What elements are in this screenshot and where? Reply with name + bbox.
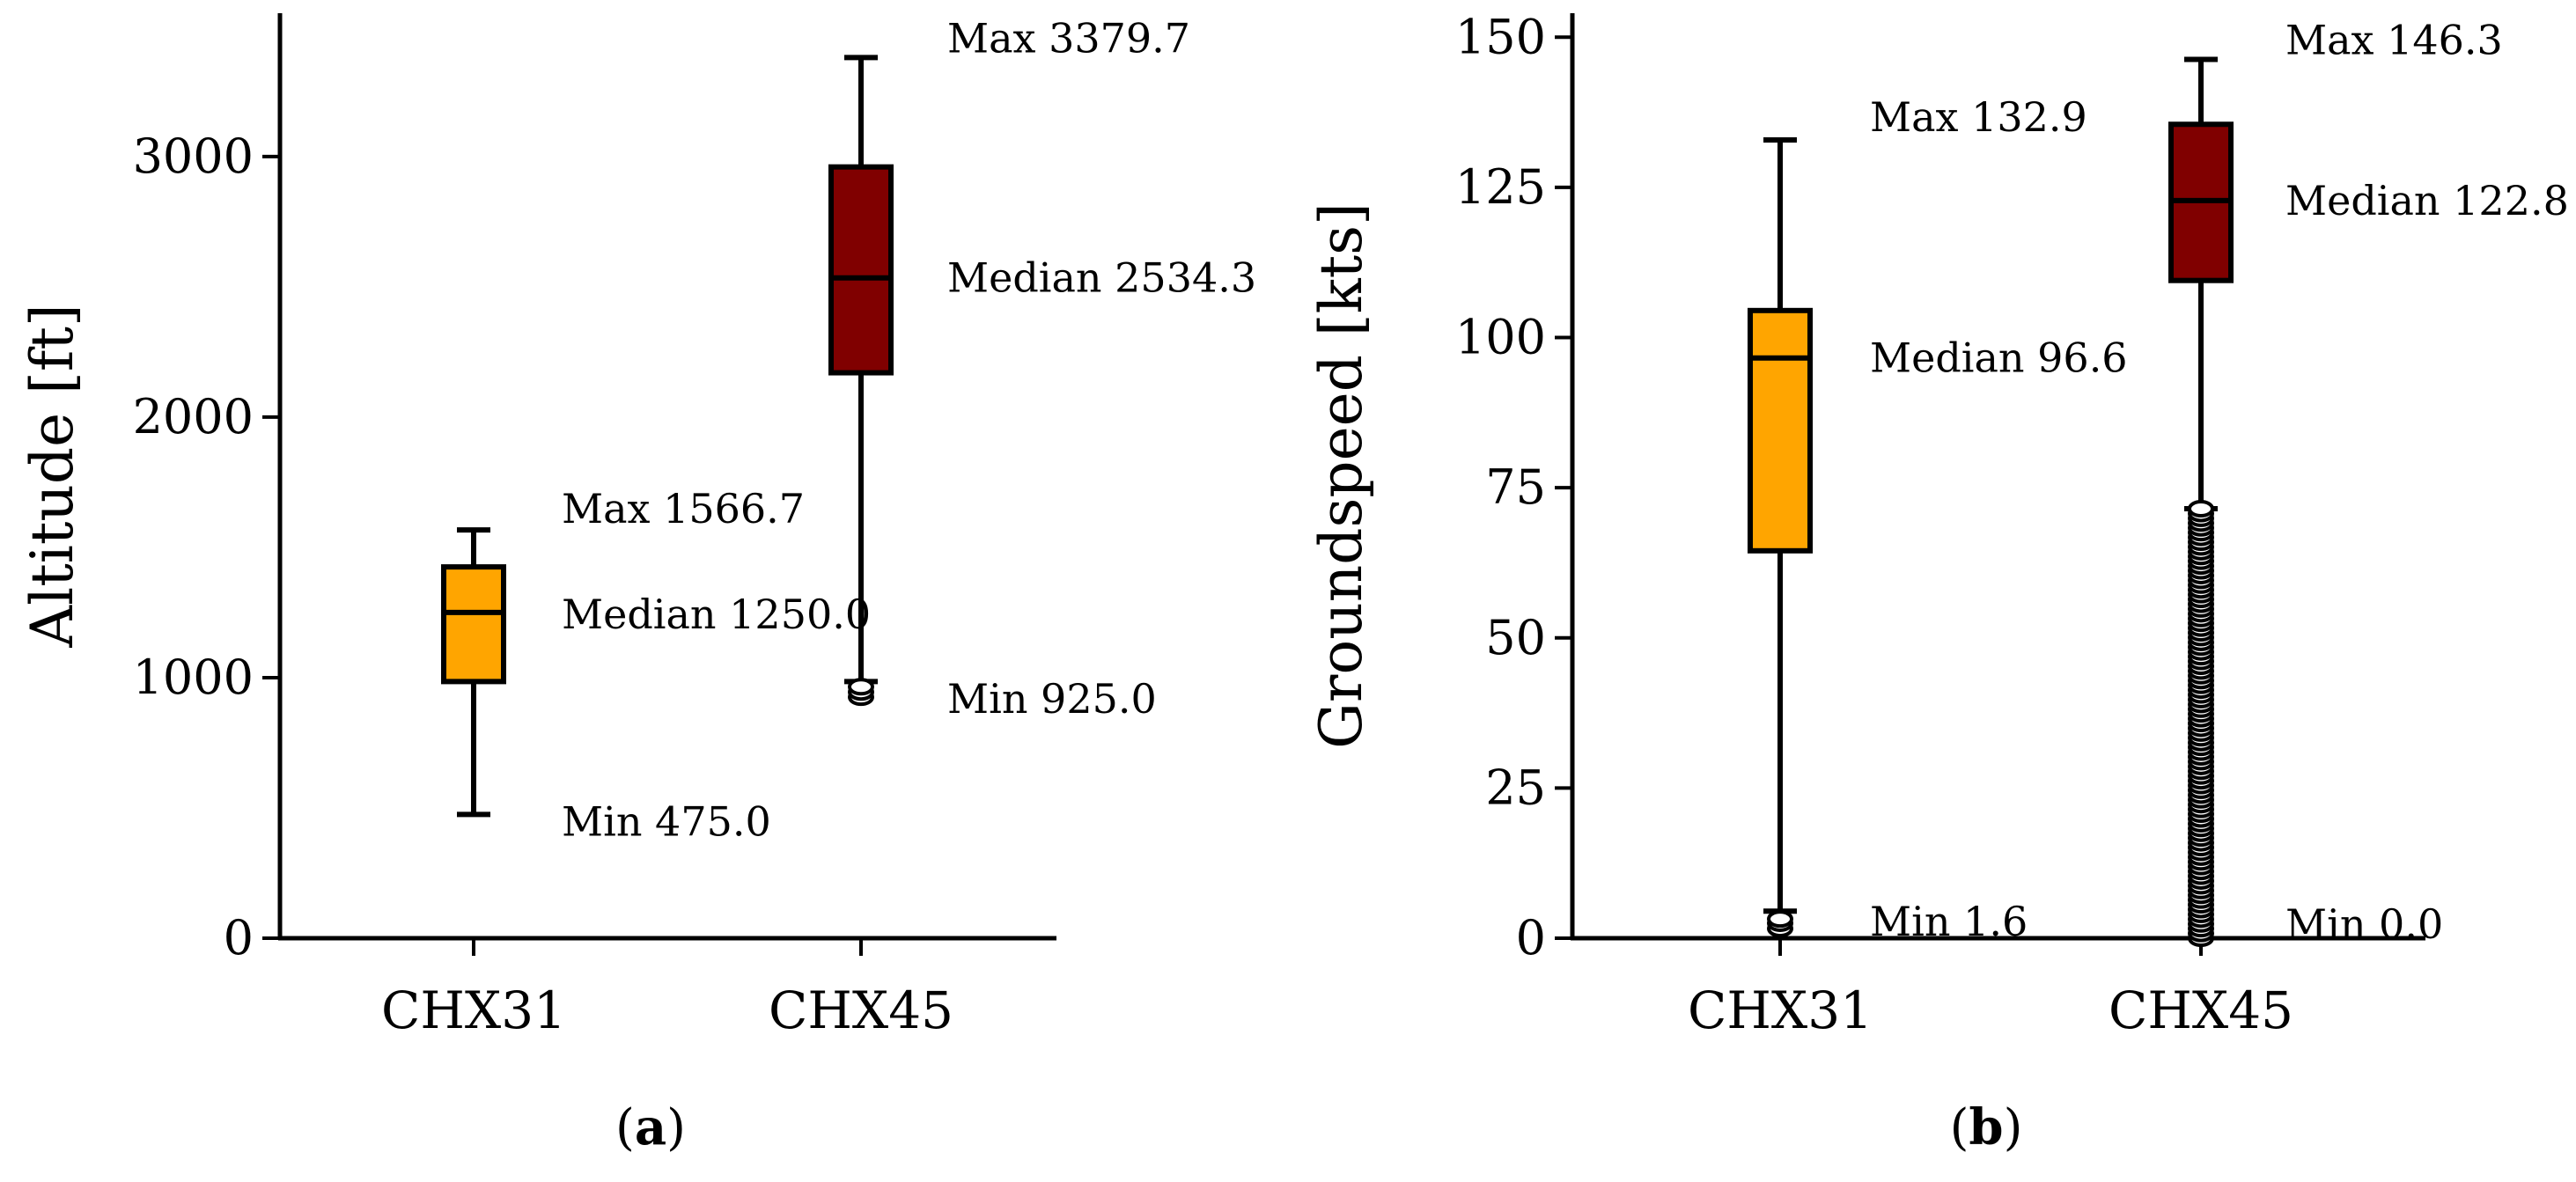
box-iqr [1748,307,1813,554]
box-iqr [828,164,894,376]
y-tick-label: 150 [1455,9,1546,64]
outlier-point [1767,910,1793,929]
y-tick-label: 2000 [133,389,254,444]
annotation-label: Min 0.0 [2285,900,2443,948]
y-tick-label: 1000 [133,650,254,705]
outlier-point [848,678,874,696]
y-tick-label: 75 [1485,459,1546,515]
y-tick-label: 25 [1485,760,1546,815]
annotation-label: Max 132.9 [1870,93,2087,141]
box-chx31: CHX31 Max 1566.7 Median 1250.0 Min 475.0 [381,485,871,1040]
x-tick-label: CHX45 [769,980,953,1040]
annotation-label: Max 3379.7 [947,14,1190,62]
panel-b-groundspeed: 0 25 50 75 100 125 150 Groundspeed [kts] CHX31 Ma… [1307,9,2569,1156]
annotation-label: Median 122.8 [2285,177,2569,224]
y-tick-label: 100 [1455,310,1546,365]
annotation-label: Median 2534.3 [947,254,1256,302]
box-chx31: CHX31 Max 132.9 Median 96.6 Min 1.6 [1688,93,2128,1040]
y-axis-label: Altitude [ft] [18,304,86,648]
y-axis-label: Groundspeed [kts] [1307,202,1375,749]
annotation-label: Min 925.0 [947,675,1157,723]
annotation-label: Median 1250.0 [562,591,871,638]
outlier-point [2188,500,2214,518]
x-tick-label: CHX31 [1688,980,1873,1040]
x-tick-label: CHX31 [381,980,566,1040]
panel-label: (a) [615,1098,686,1156]
y-tick-label: 50 [1485,610,1546,665]
annotation-label: Max 146.3 [2285,17,2503,64]
y-tick-label: 0 [1516,910,1546,965]
box-chx45: CHX45 Max 3379.7 Median 2534.3 Min 925.0 [769,14,1256,1040]
annotation-label: Min 1.6 [1870,898,2028,945]
box-chx45: CHX45 Max 146.3 Median 122.8 Min 0.0 [2109,17,2569,1040]
box-iqr [441,564,506,685]
panel-label: (b) [1950,1098,2023,1156]
panel-a-altitude: 0 1000 2000 3000 Altitude [ft] CHX31 Max 1566.… [18,13,1256,1156]
annotation-label: Max 1566.7 [562,485,805,532]
y-tick-label: 3000 [133,128,254,184]
y-tick-label: 0 [224,910,254,965]
y-tick-label: 125 [1455,159,1546,215]
x-tick-label: CHX45 [2109,980,2293,1040]
annotation-label: Min 475.0 [562,797,771,845]
annotation-label: Median 96.6 [1870,334,2128,382]
